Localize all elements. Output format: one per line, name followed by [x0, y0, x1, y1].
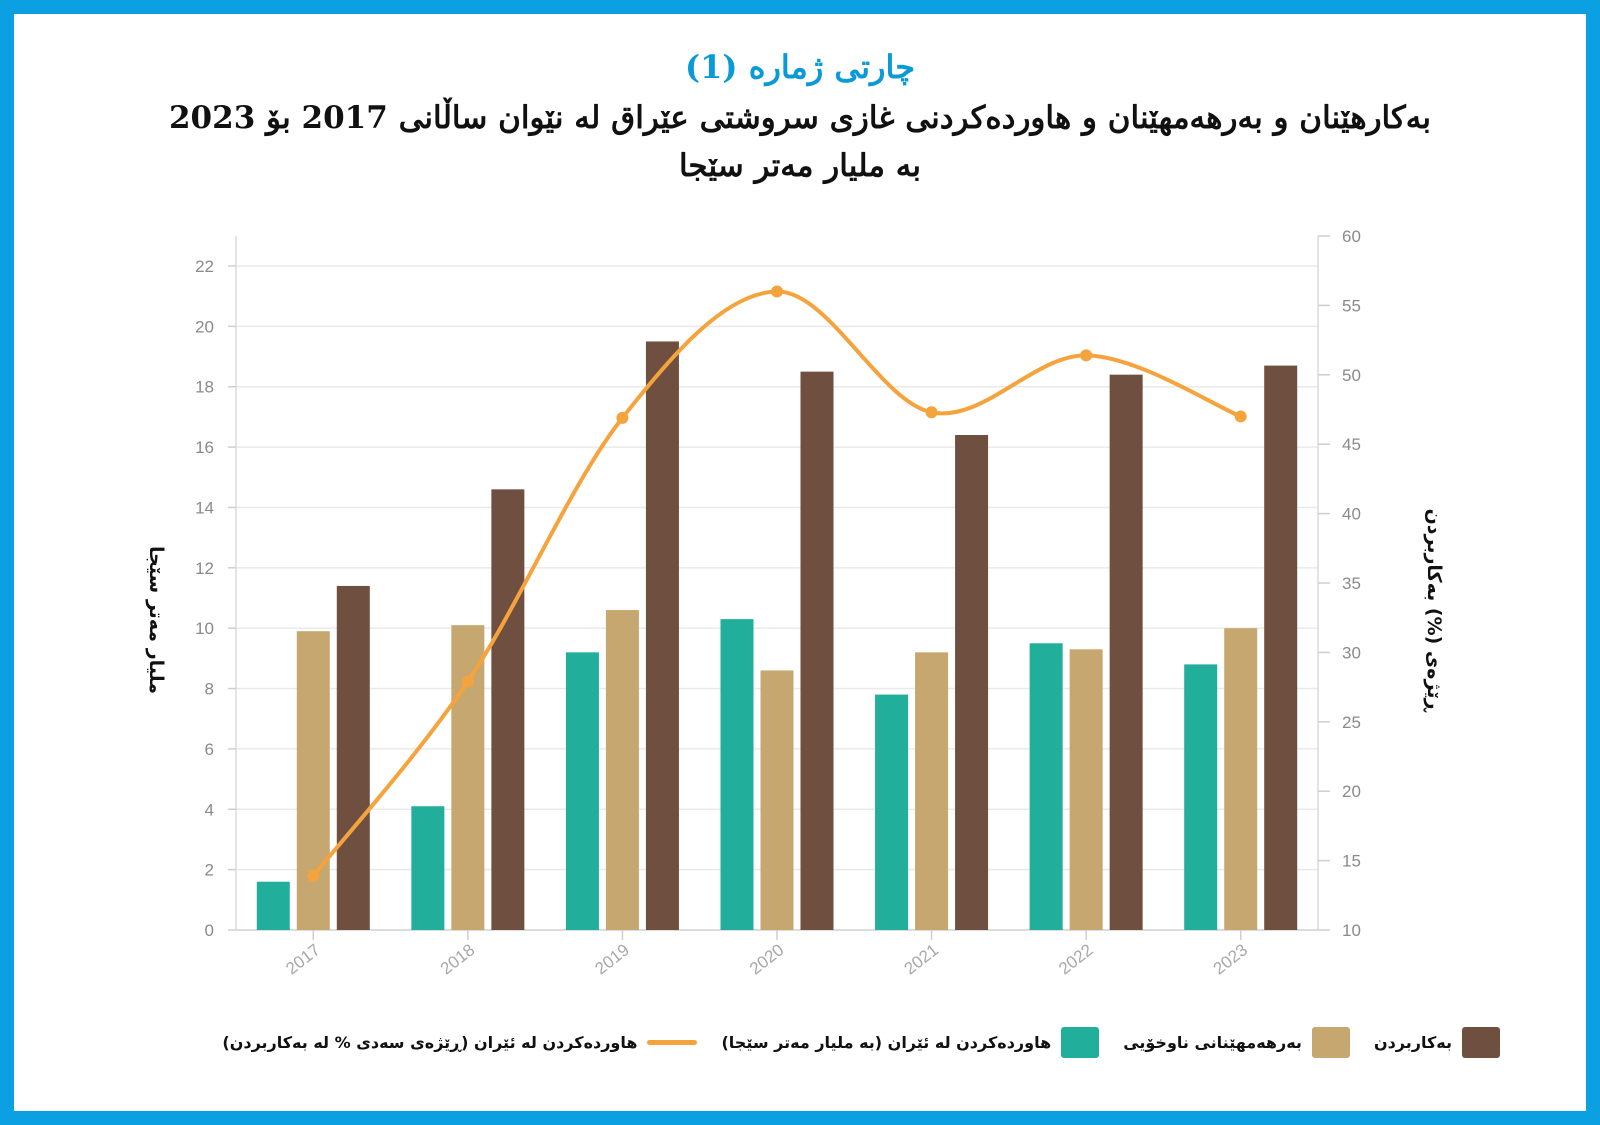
consumption-bar — [336, 585, 370, 930]
y2-tick-label: 30 — [1342, 643, 1361, 662]
legend-label: بەرهەمهێنانی ناوخۆیی — [1123, 1032, 1302, 1052]
legend-swatch — [1061, 1026, 1100, 1058]
y2-tick-label: 45 — [1342, 435, 1361, 454]
import-bar — [256, 881, 290, 930]
legend-label: هاوردەکردن لە ئێران (بە ملیار مەتر سێجا) — [721, 1032, 1052, 1052]
y2-tick-label: 10 — [1342, 921, 1361, 940]
import-bar — [411, 806, 445, 930]
production-bar — [760, 670, 794, 930]
legend-item: هاوردەکردن لە ئێران (بە ملیار مەتر سێجا) — [721, 1026, 1100, 1058]
production-bar — [296, 631, 330, 930]
y-tick-label: 2 — [205, 861, 214, 880]
y2-tick-label: 20 — [1342, 782, 1361, 801]
x-tick-label: 2021 — [901, 940, 943, 978]
y2-tick-label: 60 — [1342, 227, 1361, 246]
import-share-point — [461, 675, 474, 688]
y2-axis-title: ڕێژەی (%) بەکاربردن — [1423, 509, 1445, 714]
y2-tick-label: 25 — [1342, 713, 1361, 732]
consumption-bar — [1264, 365, 1298, 931]
chart-number: چارتی ژماره (1) — [685, 48, 915, 86]
production-bar — [451, 625, 485, 930]
x-tick-label: 2023 — [1210, 940, 1252, 978]
legend-swatch — [1462, 1026, 1500, 1058]
y2-tick-label: 40 — [1342, 505, 1361, 524]
consumption-bar — [645, 341, 679, 930]
x-tick-label: 2022 — [1055, 940, 1097, 978]
y-tick-label: 10 — [195, 619, 214, 638]
import-share-point — [1080, 349, 1093, 362]
legend-label: هاوردەکردن لە ئێران (ڕێژەی سەدی % لە بەک… — [222, 1032, 638, 1052]
y-tick-label: 22 — [195, 257, 214, 276]
x-tick-label: 2018 — [437, 940, 479, 978]
consumption-bar — [491, 489, 525, 930]
legend-item: هاوردەکردن لە ئێران (ڕێژەی سەدی % لە بەک… — [222, 1032, 698, 1052]
y2-tick-label: 55 — [1342, 296, 1361, 315]
y-tick-label: 14 — [195, 498, 214, 517]
import-share-point — [307, 869, 320, 882]
legend-swatch — [647, 1039, 698, 1045]
production-bar — [605, 610, 639, 930]
production-bar — [1224, 628, 1258, 930]
consumption-bar — [955, 435, 989, 930]
production-bar — [1069, 649, 1103, 930]
import-bar — [875, 694, 909, 930]
import-bar — [1029, 643, 1063, 930]
import-share-point — [771, 285, 783, 298]
import-bar — [720, 619, 754, 930]
y-tick-label: 8 — [205, 680, 214, 699]
y-tick-label: 18 — [195, 378, 214, 397]
legend-swatch — [1311, 1026, 1350, 1058]
import-share-point — [925, 406, 938, 419]
chart-subtitle: بە ملیار مەتر سێجا — [678, 148, 921, 184]
legend: بەکاربردن بەرهەمهێنانی ناوخۆیی هاوردەکردن … — [60, 1021, 1500, 1063]
import-bar — [565, 652, 599, 930]
y2-tick-label: 50 — [1342, 366, 1361, 385]
legend-item: بەکاربردن — [1373, 1026, 1500, 1058]
import-share-point — [616, 411, 629, 424]
y-tick-label: 12 — [195, 559, 214, 578]
import-bar — [1184, 664, 1218, 930]
y-tick-label: 20 — [195, 317, 214, 336]
y-tick-label: 16 — [195, 438, 214, 457]
production-bar — [915, 652, 949, 930]
import-share-point — [1234, 410, 1247, 423]
y2-tick-label: 35 — [1342, 574, 1361, 593]
y-tick-label: 4 — [205, 800, 214, 819]
y-axis-title: ملیار مەتر سێجا — [145, 546, 167, 694]
y-tick-label: 6 — [205, 740, 214, 759]
x-tick-label: 2020 — [746, 940, 788, 978]
consumption-bar — [1109, 374, 1143, 930]
consumption-bar — [800, 371, 834, 930]
x-tick-label: 2017 — [282, 940, 324, 978]
y2-tick-label: 15 — [1342, 852, 1361, 871]
legend-item: بەرهەمهێنانی ناوخۆیی — [1123, 1026, 1350, 1058]
y-tick-label: 0 — [205, 921, 214, 940]
x-tick-label: 2019 — [591, 940, 633, 978]
chart-title: بەکارهێنان و بەرهەمهێنان و هاوردەکردنی غ… — [168, 100, 1431, 136]
legend-label: بەکاربردن — [1373, 1032, 1452, 1052]
